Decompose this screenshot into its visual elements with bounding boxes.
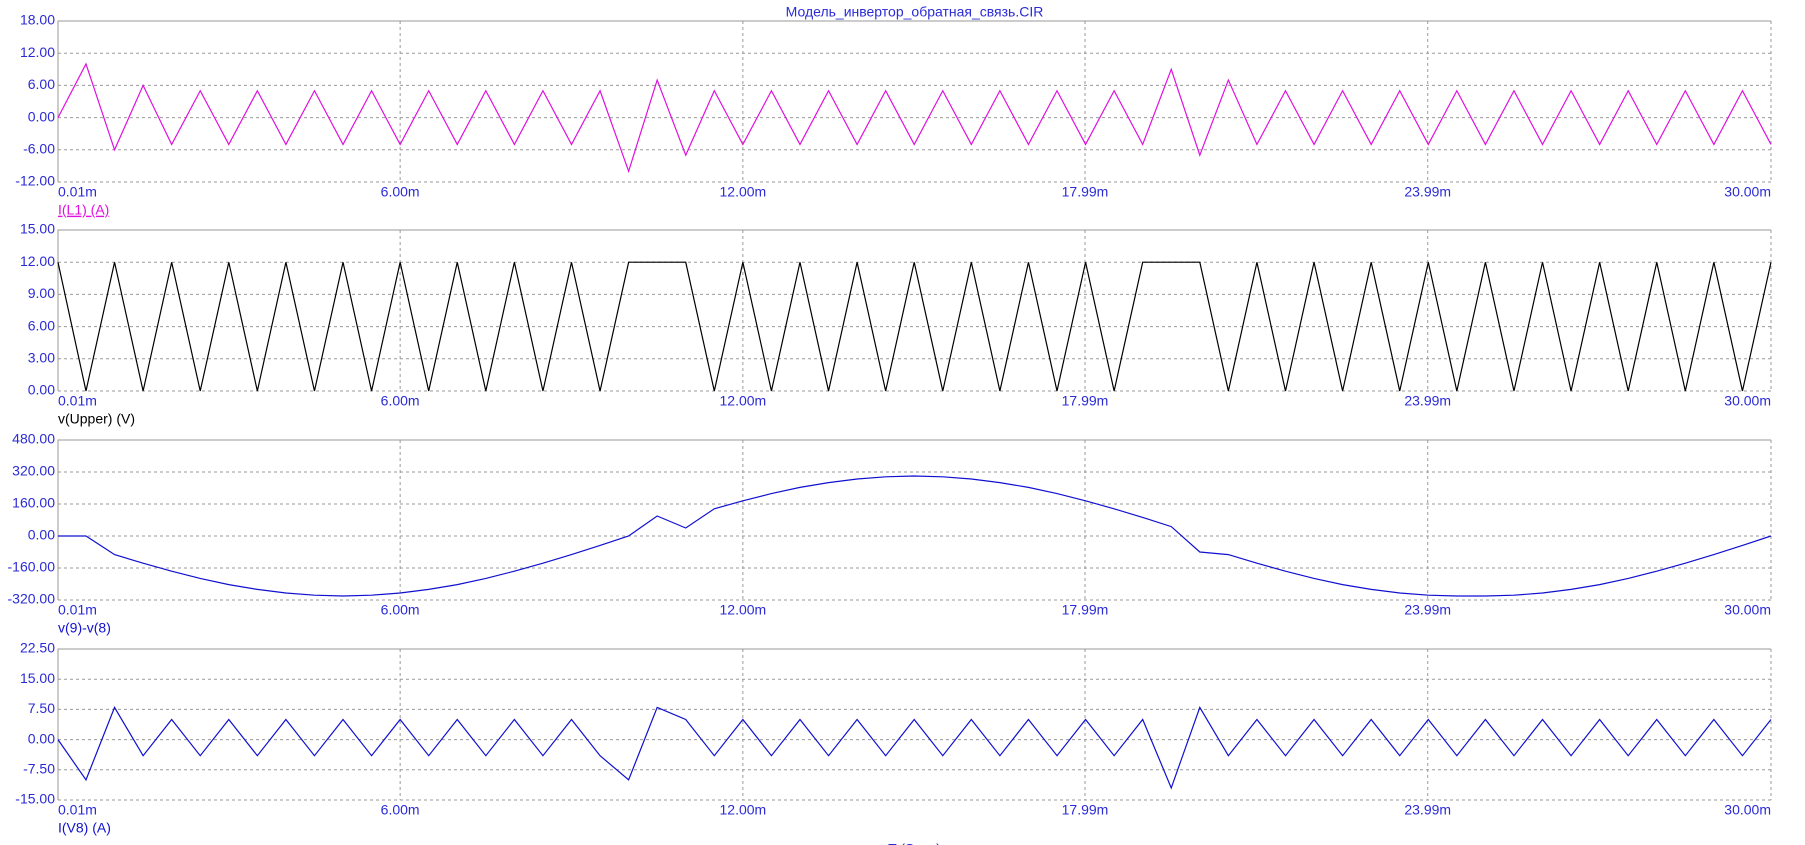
y-tick-label: 15.00 bbox=[20, 670, 55, 686]
y-tick-label: 0.00 bbox=[28, 730, 55, 746]
x-tick-label: 6.00m bbox=[381, 184, 420, 200]
x-tick-label: 17.99m bbox=[1062, 802, 1109, 818]
plot-frame bbox=[57, 648, 1771, 800]
x-tick-label: 0.01m bbox=[58, 393, 97, 409]
x-tick-label: 12.00m bbox=[720, 602, 767, 618]
y-tick-label: -7.50 bbox=[23, 761, 55, 777]
y-tick-label: -160.00 bbox=[8, 559, 56, 575]
plot-frame bbox=[57, 229, 1771, 391]
legend-label: v(9)-v(8) bbox=[58, 620, 111, 636]
x-tick-label: 17.99m bbox=[1062, 184, 1109, 200]
x-tick-label: 6.00m bbox=[381, 602, 420, 618]
y-tick-label: -320.00 bbox=[8, 591, 56, 607]
x-tick-label: 17.99m bbox=[1062, 393, 1109, 409]
x-tick-label: 23.99m bbox=[1404, 802, 1451, 818]
x-axis-label: T (Secs) bbox=[888, 841, 941, 845]
series-line bbox=[57, 705, 1772, 790]
y-tick-label: 480.00 bbox=[12, 431, 55, 447]
legend-label: v(Upper) (V) bbox=[58, 411, 135, 427]
y-tick-label: 15.00 bbox=[20, 221, 55, 237]
x-tick-label: 30.00m bbox=[1724, 393, 1771, 409]
x-tick-label: 17.99m bbox=[1062, 602, 1109, 618]
series-line bbox=[57, 62, 1772, 174]
x-tick-label: 23.99m bbox=[1404, 393, 1451, 409]
x-tick-label: 0.01m bbox=[58, 802, 97, 818]
y-tick-label: -15.00 bbox=[15, 791, 55, 807]
x-tick-label: 30.00m bbox=[1724, 802, 1771, 818]
y-tick-label: 0.00 bbox=[28, 108, 55, 124]
y-tick-label: 6.00 bbox=[28, 76, 55, 92]
x-tick-label: 23.99m bbox=[1404, 184, 1451, 200]
y-tick-label: 320.00 bbox=[12, 463, 55, 479]
y-tick-label: 3.00 bbox=[28, 350, 55, 366]
x-tick-label: 23.99m bbox=[1404, 602, 1451, 618]
y-tick-label: 0.00 bbox=[28, 527, 55, 543]
x-tick-label: 0.01m bbox=[58, 602, 97, 618]
x-tick-label: 6.00m bbox=[381, 393, 420, 409]
y-tick-label: -12.00 bbox=[15, 173, 55, 189]
y-tick-label: 6.00 bbox=[28, 317, 55, 333]
plot-frame bbox=[57, 439, 1771, 600]
x-tick-label: 12.00m bbox=[720, 184, 767, 200]
x-tick-label: 12.00m bbox=[720, 393, 767, 409]
y-tick-label: -6.00 bbox=[23, 141, 55, 157]
plot-frame bbox=[57, 20, 1771, 182]
legend-label: I(V8) (A) bbox=[58, 820, 111, 836]
y-tick-label: 160.00 bbox=[12, 495, 55, 511]
x-tick-label: 30.00m bbox=[1724, 184, 1771, 200]
x-tick-label: 0.01m bbox=[58, 184, 97, 200]
y-tick-label: 7.50 bbox=[28, 700, 55, 716]
chart-title: Модель_инвертор_обратная_связь.CIR bbox=[786, 4, 1044, 20]
x-tick-label: 12.00m bbox=[720, 802, 767, 818]
x-tick-label: 30.00m bbox=[1724, 602, 1771, 618]
y-tick-label: 18.00 bbox=[20, 12, 55, 28]
x-tick-label: 6.00m bbox=[381, 802, 420, 818]
y-tick-label: 9.00 bbox=[28, 285, 55, 301]
y-tick-label: 0.00 bbox=[28, 382, 55, 398]
series-line bbox=[58, 475, 1772, 597]
series-line bbox=[57, 261, 1772, 392]
y-tick-label: 12.00 bbox=[20, 253, 55, 269]
y-tick-label: 12.00 bbox=[20, 44, 55, 60]
legend-label: I(L1) (A) bbox=[58, 202, 109, 218]
y-tick-label: 22.50 bbox=[20, 640, 55, 656]
